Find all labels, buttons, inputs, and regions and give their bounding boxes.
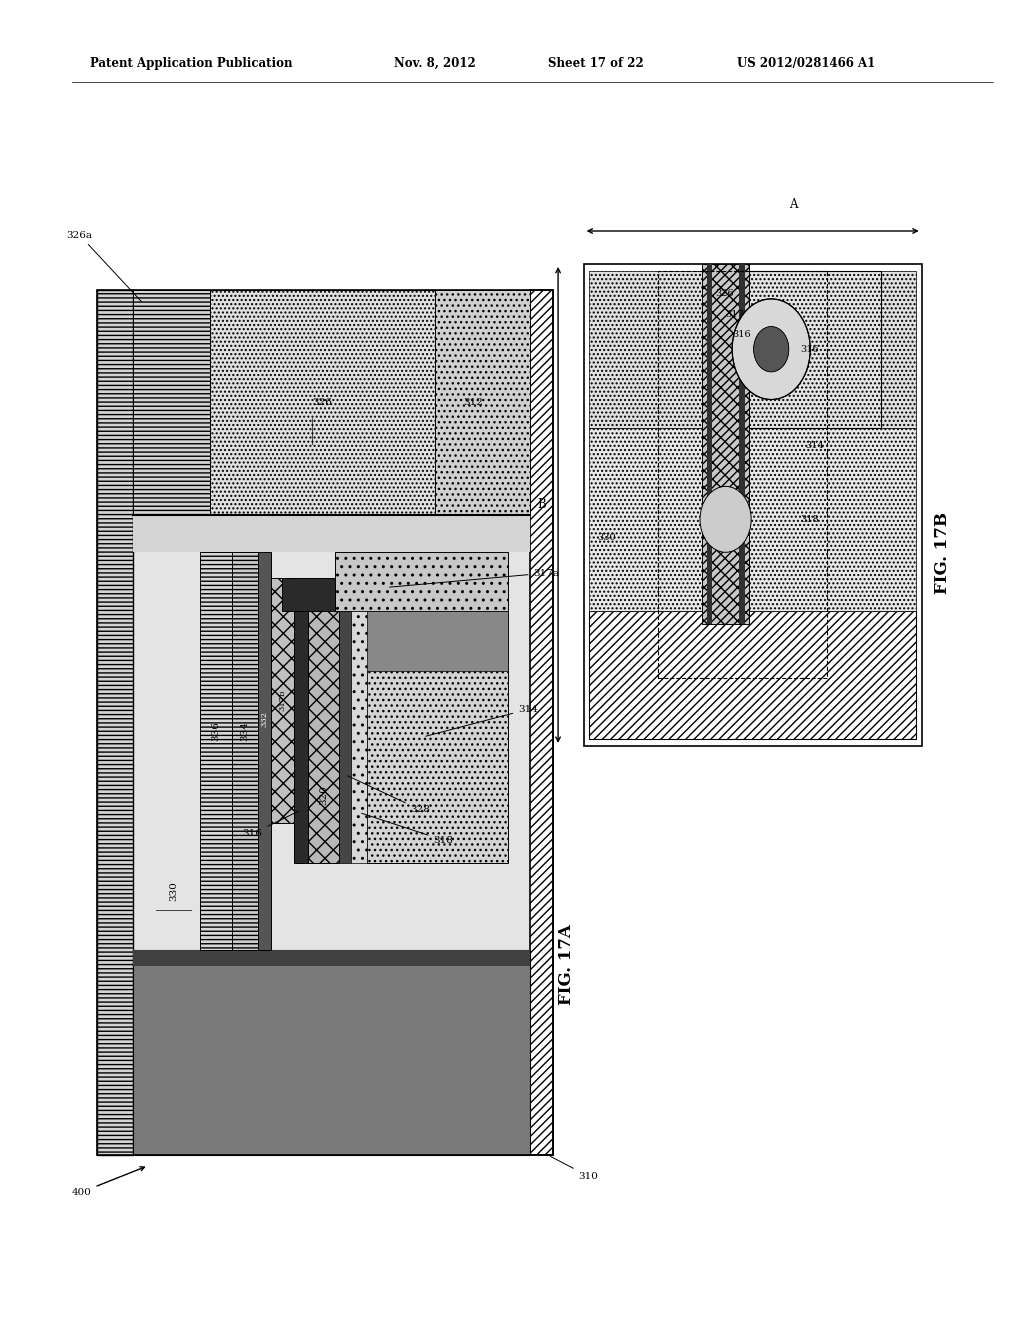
Text: 330: 330 bbox=[597, 533, 615, 543]
Text: A: A bbox=[790, 198, 798, 211]
Bar bbox=[210, 290, 435, 515]
Text: 334: 334 bbox=[241, 721, 250, 741]
Bar bbox=[584, 264, 922, 746]
Bar bbox=[589, 271, 916, 428]
Bar bbox=[589, 611, 916, 739]
Text: B: B bbox=[537, 499, 546, 511]
Bar bbox=[335, 552, 508, 611]
Bar bbox=[133, 950, 530, 966]
Bar bbox=[133, 515, 530, 552]
Text: 330: 330 bbox=[170, 880, 178, 900]
Text: Sheet 17 of 22: Sheet 17 of 22 bbox=[548, 57, 644, 70]
Text: 326: 326 bbox=[716, 289, 734, 298]
Bar bbox=[339, 611, 351, 863]
Bar bbox=[200, 552, 232, 950]
Text: 316: 316 bbox=[243, 810, 299, 838]
Text: FIG. 17B: FIG. 17B bbox=[934, 512, 951, 594]
Bar bbox=[97, 290, 133, 1155]
Text: 310: 310 bbox=[550, 1156, 598, 1181]
Bar bbox=[97, 290, 553, 1155]
Text: 326: 326 bbox=[312, 399, 333, 407]
Bar bbox=[712, 271, 881, 428]
Text: 332: 332 bbox=[261, 711, 268, 727]
Bar bbox=[367, 611, 508, 863]
Bar bbox=[335, 611, 508, 671]
Text: 317a: 317a bbox=[389, 569, 559, 587]
Text: 318: 318 bbox=[361, 813, 453, 845]
Text: 326a: 326a bbox=[67, 231, 141, 301]
Text: 317b: 317b bbox=[279, 690, 287, 711]
Bar bbox=[133, 290, 530, 1155]
Text: 400: 400 bbox=[72, 1167, 144, 1197]
Bar bbox=[133, 290, 210, 515]
Circle shape bbox=[754, 326, 788, 372]
Bar bbox=[702, 264, 750, 624]
Text: 328: 328 bbox=[347, 776, 430, 814]
Circle shape bbox=[732, 298, 810, 400]
Text: Nov. 8, 2012: Nov. 8, 2012 bbox=[394, 57, 476, 70]
Bar bbox=[133, 950, 530, 1155]
Bar bbox=[530, 290, 553, 1155]
Text: 316: 316 bbox=[732, 330, 751, 339]
Bar bbox=[435, 290, 530, 515]
Bar bbox=[258, 552, 271, 950]
Bar bbox=[232, 552, 258, 950]
Text: 314: 314 bbox=[805, 441, 823, 450]
Text: 317: 317 bbox=[726, 310, 744, 319]
Bar bbox=[589, 428, 916, 611]
Text: 318: 318 bbox=[800, 515, 818, 524]
Bar bbox=[133, 552, 530, 950]
Circle shape bbox=[754, 326, 788, 372]
Bar bbox=[294, 611, 308, 863]
Text: FIG. 17A: FIG. 17A bbox=[558, 924, 575, 1006]
Text: 316: 316 bbox=[800, 345, 818, 354]
Bar bbox=[351, 611, 367, 863]
Text: 312: 312 bbox=[463, 399, 483, 407]
Bar bbox=[282, 578, 335, 611]
Bar bbox=[271, 578, 294, 822]
Text: 320: 320 bbox=[319, 785, 328, 805]
Text: Patent Application Publication: Patent Application Publication bbox=[90, 57, 293, 70]
Text: 336: 336 bbox=[212, 721, 220, 741]
Bar bbox=[658, 271, 827, 678]
Bar bbox=[739, 264, 744, 624]
Circle shape bbox=[700, 486, 752, 552]
Text: 314: 314 bbox=[426, 705, 538, 737]
Text: US 2012/0281466 A1: US 2012/0281466 A1 bbox=[737, 57, 876, 70]
Bar bbox=[707, 264, 713, 624]
Bar bbox=[308, 611, 339, 863]
